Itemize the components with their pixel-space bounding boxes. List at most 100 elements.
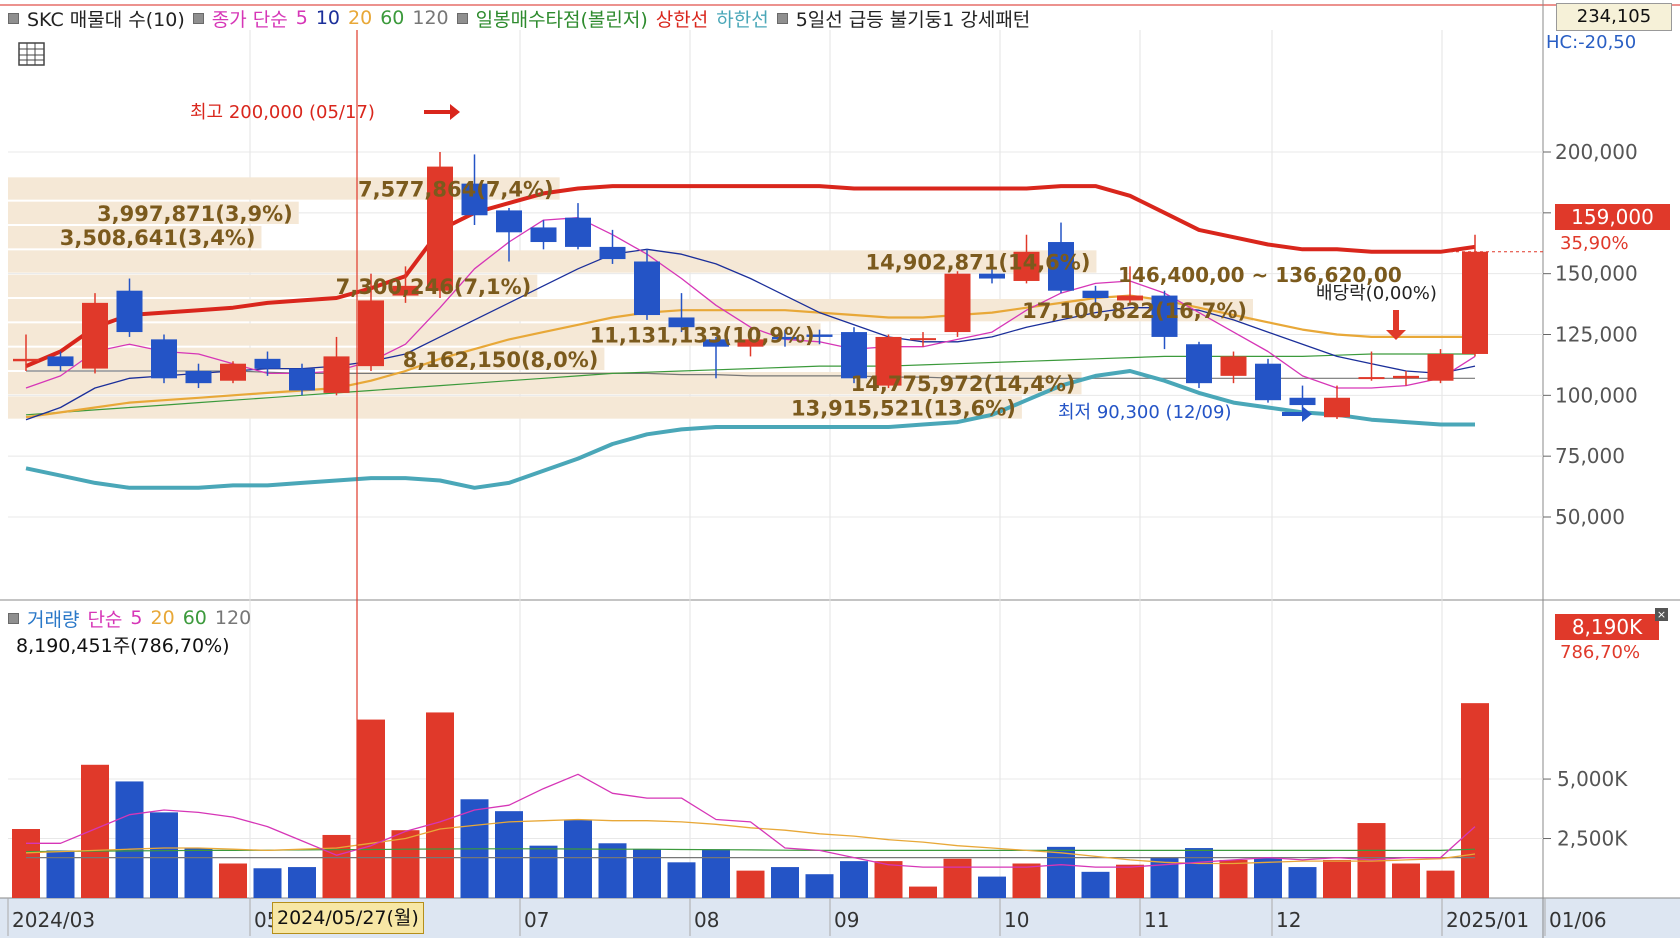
candle-body: [289, 368, 315, 391]
volume-profile-label: 14,775,972(14,4%): [851, 372, 1076, 396]
candle-body: [1048, 242, 1074, 291]
volume-bar: [81, 764, 109, 898]
candle-body: [565, 217, 591, 247]
high-label: 최고 200,000 (05/17): [190, 102, 375, 123]
grid-icon[interactable]: [18, 42, 45, 66]
close-icon[interactable]: ×: [1655, 608, 1668, 621]
volume-bar: [1288, 867, 1317, 898]
x-tick-label: 07: [524, 908, 549, 932]
volume-bar: [805, 874, 834, 898]
ma120-label: 120: [412, 7, 449, 29]
ma-label[interactable]: 종가 단순: [211, 8, 288, 31]
legend-marker-icon: [192, 12, 204, 24]
volume-profile-bar: [8, 226, 262, 249]
lower-band-line: [25, 369, 1475, 490]
volume-ma120-label: 120: [214, 607, 252, 629]
volume-pct-label: 786,70%: [1560, 642, 1641, 663]
volume-bar: [12, 829, 40, 898]
candle-body: [82, 302, 108, 369]
ma20-line: [25, 294, 1475, 419]
volume-bar: [736, 870, 765, 898]
volume-bar: [1323, 859, 1351, 898]
upper-band-label: 상한선: [655, 8, 709, 31]
candle-body: [47, 356, 74, 367]
volume-bar: [322, 834, 351, 898]
volume-bar: [495, 811, 523, 898]
volume-bar: [357, 719, 385, 898]
candle-body: [1427, 353, 1454, 381]
x-tick-label: 11: [1144, 908, 1169, 932]
candle-body: [13, 358, 39, 362]
candle-body: [323, 356, 350, 393]
range-label: 146,400,00 ~ 136,620,00: [1118, 263, 1402, 287]
candle-body: [116, 290, 143, 333]
volume-profile-label: 7,300,246(7,1%): [336, 275, 532, 299]
volume-ma20-label: 20: [150, 607, 175, 629]
x-tick-label: 08: [694, 908, 719, 932]
candle-body: [599, 246, 626, 260]
volume-bar: [1081, 871, 1110, 898]
candle-body: [772, 336, 798, 340]
low-arrow-icon: [1282, 406, 1312, 422]
bollinger-label[interactable]: 일봉매수타점(볼린저): [475, 8, 648, 31]
volume-bar: [150, 812, 178, 898]
candle-body: [220, 363, 246, 381]
volume-bar: [909, 886, 937, 898]
y-tick-label: 75,000: [1555, 444, 1625, 468]
low-label: 최저 90,300 (12/09): [1058, 402, 1232, 423]
legend-marker-icon: [8, 12, 19, 24]
volume-bar: [391, 830, 420, 898]
volume-bar: [943, 858, 972, 898]
legend-marker-icon: [456, 12, 468, 24]
volume-ma-label[interactable]: 단순: [87, 608, 123, 631]
top-value-badge: 234,105: [1556, 3, 1672, 31]
lower-band-label: 하한선: [716, 8, 769, 31]
volume-bar: [1012, 863, 1041, 898]
volume-title[interactable]: 거래량: [27, 608, 80, 631]
ma5-label: 5: [295, 7, 308, 29]
y-tick-label: 50,000: [1555, 505, 1625, 529]
volume-bar: [1461, 703, 1489, 898]
candle-body: [979, 273, 1005, 279]
dividend-label: 배당락(0,00%): [1316, 283, 1437, 304]
pattern-label[interactable]: 5일선 급등 불기둥1 강세패턴: [795, 8, 1031, 31]
volume-bar: [1219, 859, 1248, 898]
candle-body: [1117, 295, 1143, 301]
volume-bar: [978, 876, 1006, 898]
x-tick-label: 12: [1276, 908, 1301, 932]
candle-body: [530, 227, 557, 243]
volume-bar: [426, 712, 454, 898]
price-title[interactable]: SKC 매물대 수(10): [27, 8, 185, 31]
volume-bar: [184, 848, 213, 898]
volume-current: 8,190,451주(786,70%): [16, 634, 230, 657]
x-tick-label: 09: [834, 908, 859, 932]
dividend-arrow-icon: [1386, 310, 1406, 340]
candle-body: [1151, 295, 1178, 337]
candle-body: [1324, 397, 1350, 418]
candle-body: [1082, 290, 1109, 298]
volume-bar: [1426, 870, 1455, 898]
candle-body: [1220, 356, 1247, 376]
candle-body: [910, 338, 936, 341]
volume-profile-label: 13,915,521(13,6%): [791, 397, 1016, 421]
volume-bar: [1185, 848, 1213, 898]
y-tick-label: 150,000: [1555, 262, 1638, 286]
volume-bar: [115, 781, 144, 898]
y-tick-label: 100,000: [1555, 383, 1638, 407]
volume-profile-label: 11,131,133(10,9%): [590, 324, 815, 348]
volume-legend: 거래량 단순 5 20 60 120: [8, 607, 252, 631]
candle-body: [634, 261, 660, 316]
legend-marker-icon: [776, 12, 788, 24]
volume-profile-bar: [8, 250, 1097, 273]
volume-ma60-label: 60: [182, 607, 207, 629]
volume-bar: [667, 862, 696, 898]
candle-body: [461, 183, 488, 216]
volume-bar: [564, 819, 592, 898]
price-legend: SKC 매물대 수(10) 종가 단순 5 10 20 60 120 일봉매수타…: [8, 7, 1031, 31]
volume-bar: [1392, 863, 1420, 898]
candle-body: [875, 336, 902, 386]
candle-body: [392, 285, 419, 296]
candle-body: [1393, 375, 1419, 379]
candle-body: [496, 210, 522, 233]
